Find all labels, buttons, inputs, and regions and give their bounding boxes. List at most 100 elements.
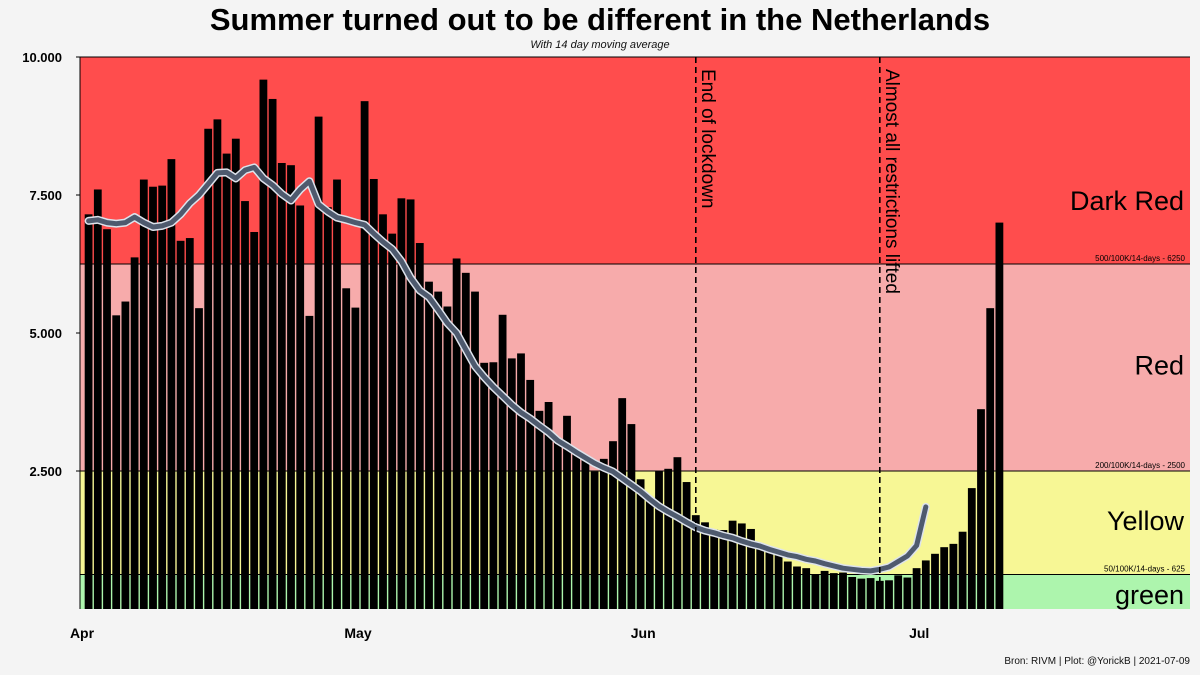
daily-case-bar (563, 415, 571, 609)
daily-case-bar (544, 402, 553, 609)
daily-case-bar (112, 315, 121, 609)
daily-case-bar (305, 315, 314, 609)
daily-case-bar (461, 272, 470, 609)
daily-case-bar (103, 229, 111, 609)
source-credit: Bron: RIVM | Plot: @YorickB | 2021-07-09 (1004, 656, 1190, 667)
daily-case-bar (167, 159, 176, 609)
daily-case-bar (655, 471, 663, 609)
daily-case-bar (471, 291, 479, 609)
daily-case-bar (921, 560, 930, 609)
daily-case-bar (360, 101, 369, 609)
zone-label: Red (1134, 351, 1184, 381)
x-tick-label: Jun (631, 625, 656, 641)
moving-average-line (84, 163, 930, 575)
daily-case-bar (231, 138, 240, 610)
daily-case-bar (765, 552, 774, 609)
daily-case-bar (259, 79, 268, 609)
daily-case-bar (498, 314, 507, 609)
threshold-label: 50/100K/14-days - 625 (1104, 565, 1185, 574)
daily-case-bar (664, 468, 673, 609)
daily-case-bar (149, 186, 157, 609)
daily-case-bar (121, 301, 130, 609)
daily-case-bar (940, 547, 949, 609)
daily-case-bar (268, 98, 277, 610)
daily-case-bar (682, 482, 691, 609)
daily-case-bar (618, 398, 627, 609)
daily-case-bar (553, 440, 562, 609)
daily-case-bar (130, 257, 139, 609)
daily-case-bar (535, 410, 544, 609)
daily-case-bar (857, 578, 866, 609)
daily-case-bar (241, 201, 249, 609)
daily-case-bar (627, 424, 636, 609)
daily-case-bar (397, 198, 406, 609)
daily-case-bar (195, 308, 203, 609)
daily-case-bar (452, 258, 461, 609)
daily-case-bar (277, 162, 286, 609)
daily-case-bar (728, 520, 737, 609)
x-tick-label: May (344, 625, 371, 641)
zone-label: Yellow (1107, 506, 1185, 536)
x-tick-label: Apr (70, 625, 95, 641)
moving-average-series (86, 164, 929, 574)
y-tick-label: 2.500 (29, 464, 62, 479)
daily-case-bar (811, 574, 820, 609)
chart-subtitle: With 14 day moving average (530, 39, 670, 51)
daily-case-bar (406, 199, 415, 609)
daily-case-bar (222, 153, 231, 609)
daily-case-bar (526, 379, 535, 609)
annotations: End of lockdown Almost all restrictions l… (694, 57, 902, 609)
zone-label: Dark Red (1070, 186, 1184, 216)
daily-case-bar (636, 479, 645, 609)
daily-case-bar (287, 165, 295, 609)
axes: 2.500 5.000 7.500 10.000 Apr May Jun Jul (22, 50, 1190, 641)
daily-case-bar (443, 306, 452, 609)
daily-case-bar (590, 471, 599, 609)
daily-case-bar (323, 207, 332, 610)
zone-label: green (1115, 580, 1184, 610)
daily-case-bar (894, 575, 903, 609)
daily-case-bar (333, 179, 341, 609)
daily-case-bar (609, 441, 617, 609)
daily-case-bar (581, 458, 590, 609)
daily-case-bar (710, 529, 719, 609)
daily-case-bar (839, 572, 847, 609)
daily-case-bar (793, 566, 801, 609)
daily-case-bar (673, 457, 682, 609)
daily-case-bar (314, 116, 323, 609)
daily-case-bar (185, 238, 194, 609)
daily-case-bar (176, 240, 185, 610)
daily-case-bar (756, 548, 765, 609)
daily-case-bar (949, 543, 958, 609)
daily-case-bars (84, 79, 1004, 610)
daily-case-bar (213, 119, 222, 609)
daily-case-bar (572, 451, 581, 609)
daily-case-bar (415, 243, 424, 610)
daily-case-bar (848, 576, 857, 609)
threshold-label: 500/100K/14-days - 6250 (1095, 254, 1185, 263)
daily-case-bar (139, 179, 148, 609)
daily-case-bar (434, 291, 443, 609)
y-tick-label: 7.500 (29, 188, 62, 203)
daily-case-bar (388, 233, 397, 609)
x-tick-label: Jul (909, 625, 929, 641)
daily-case-bar (885, 580, 893, 609)
annotation-label: End of lockdown (697, 69, 718, 208)
daily-case-bar (747, 528, 755, 609)
daily-case-bar (93, 189, 102, 610)
daily-case-bar (967, 488, 976, 609)
daily-case-bar (866, 578, 875, 609)
y-tick-label: 5.000 (29, 326, 62, 341)
daily-case-bar (995, 222, 1004, 609)
daily-case-bar (931, 553, 939, 609)
daily-case-bar (986, 308, 995, 609)
daily-case-bar (912, 568, 921, 609)
daily-case-bar (599, 458, 608, 609)
daily-case-bar (369, 178, 378, 609)
y-tick-label: 10.000 (22, 50, 62, 65)
daily-case-bar (425, 281, 433, 609)
daily-case-bar (829, 573, 838, 609)
daily-case-bar (737, 523, 746, 609)
annotation-label: Almost all restrictions lifted (881, 69, 902, 294)
daily-case-bar (84, 214, 93, 609)
